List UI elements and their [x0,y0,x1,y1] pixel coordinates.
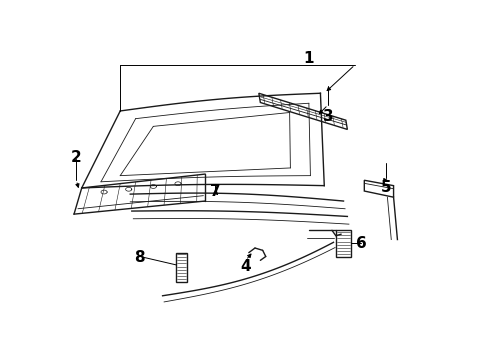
Text: 1: 1 [304,51,314,66]
Text: 2: 2 [71,150,82,165]
Text: 8: 8 [134,250,145,265]
Text: 5: 5 [381,180,391,195]
Text: 3: 3 [323,109,333,124]
Text: 6: 6 [356,236,367,251]
Text: 4: 4 [241,259,251,274]
Text: 7: 7 [210,184,220,199]
